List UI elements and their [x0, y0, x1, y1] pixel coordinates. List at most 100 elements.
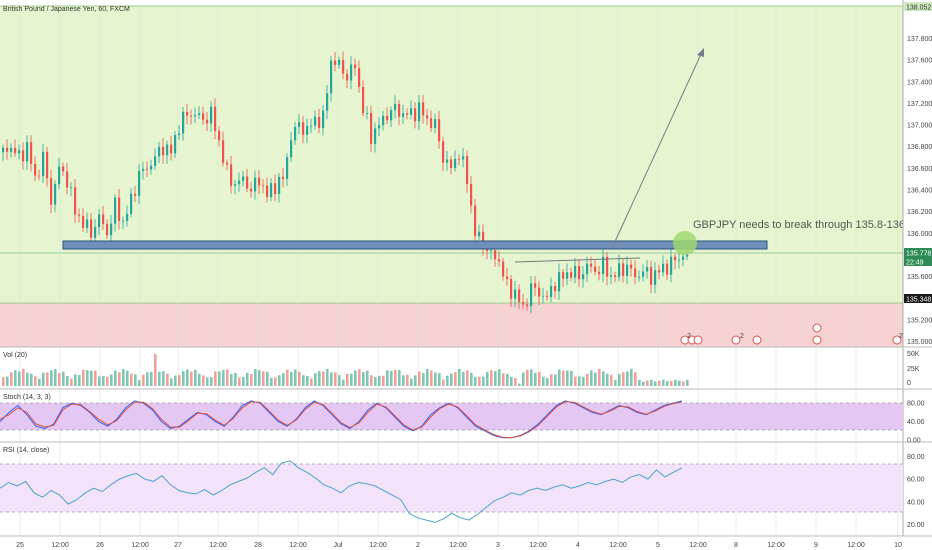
candle-body [538, 287, 541, 297]
candle-body [510, 278, 513, 299]
candle-body [606, 256, 609, 277]
candle-body [254, 177, 257, 192]
candle-body [370, 113, 373, 144]
volume-bar [526, 369, 529, 386]
candle-body [626, 264, 629, 276]
stoch-lines [0, 400, 683, 439]
volume-bar [186, 369, 189, 386]
candle-body [682, 256, 685, 260]
candle-body [158, 146, 161, 157]
volume-bar [366, 370, 369, 386]
volume-bar [62, 371, 65, 386]
candle-body [530, 283, 533, 307]
volume-bar [70, 378, 73, 386]
price-tick-label: 135.000 [907, 339, 932, 346]
candle-body [322, 110, 325, 129]
volume-bar [514, 378, 517, 386]
candle-body [622, 263, 625, 276]
volume-bar [182, 371, 185, 386]
price-tick-label: 136.400 [907, 188, 932, 195]
candle-body [134, 193, 137, 196]
volume-bar [242, 376, 245, 386]
candle-body [202, 113, 205, 120]
volume-bar [22, 369, 25, 386]
candle-body [554, 286, 557, 292]
candle-body [422, 102, 425, 116]
candle-body [546, 295, 549, 298]
candle-body [302, 122, 305, 135]
volume-bar [230, 373, 233, 386]
volume-bar [142, 374, 145, 386]
volume-bar [238, 377, 241, 386]
volume-bar [298, 371, 301, 386]
price-tick-label: 137.200 [907, 101, 932, 108]
candle-body [170, 144, 173, 154]
volume-bar [682, 381, 685, 386]
time-tick-label: 25 [16, 542, 24, 549]
volume-bar [246, 372, 249, 386]
volume-bar [642, 381, 645, 386]
time-tick-label: 12:00 [529, 542, 547, 549]
volume-bar [454, 372, 457, 386]
upper-zone [0, 6, 903, 303]
candle-body [278, 176, 281, 195]
candle-body [438, 119, 441, 142]
candle-body [106, 223, 109, 236]
breakout-circle [673, 231, 697, 255]
volume-bar [258, 370, 261, 386]
volume-bar [190, 371, 193, 386]
candle-body [658, 270, 661, 273]
candle-body [62, 166, 65, 172]
volume-bar [306, 376, 309, 386]
candle-body [630, 264, 633, 269]
volume-bar [18, 371, 21, 386]
volume-bar [122, 369, 125, 386]
candle-body [686, 253, 689, 257]
candle-body [198, 113, 201, 116]
candle-body [494, 250, 497, 260]
candle-body [498, 259, 501, 262]
candle-body [214, 106, 217, 131]
candle-body [142, 168, 145, 171]
volume-bar [442, 379, 445, 386]
arrow-head-icon [697, 48, 704, 57]
volume-bar [334, 372, 337, 386]
volume-bar [670, 381, 673, 386]
candle-body [534, 283, 537, 288]
candle-body [190, 115, 193, 117]
volume-bar [558, 369, 561, 386]
volume-bar [394, 370, 397, 386]
time-tick-label: 9 [814, 542, 818, 549]
candle-body [558, 272, 561, 292]
projection-arrow [611, 51, 703, 249]
candle-body [462, 156, 465, 160]
price-badge-label: 135.348 [906, 297, 931, 304]
volume-bar [662, 379, 665, 386]
candle-body [102, 214, 105, 224]
volume-bar [430, 370, 433, 386]
volume-bar [606, 373, 609, 386]
candle-body [46, 151, 49, 179]
candle-body [26, 142, 29, 162]
volume-bar [346, 373, 349, 386]
volume-bar [398, 370, 401, 386]
volume-bar [250, 373, 253, 386]
time-tick-label: 28 [254, 542, 262, 549]
candle-body [66, 171, 69, 188]
candle-body [586, 263, 589, 275]
candle-body [246, 176, 249, 189]
volume-bar [494, 371, 497, 386]
volume-bar [178, 375, 181, 386]
volume-bar [26, 372, 29, 386]
candle-body [318, 116, 321, 129]
candle-body [2, 147, 5, 153]
candle-body [118, 197, 121, 221]
price-tick-label: 137.600 [907, 58, 932, 65]
volume-bar [362, 372, 365, 386]
time-tick-label: 12:00 [51, 542, 69, 549]
volume-bar [138, 380, 141, 386]
volume-bar [266, 371, 269, 386]
volume-bar [202, 375, 205, 386]
volume-bar [586, 373, 589, 386]
candle-body [338, 60, 341, 65]
